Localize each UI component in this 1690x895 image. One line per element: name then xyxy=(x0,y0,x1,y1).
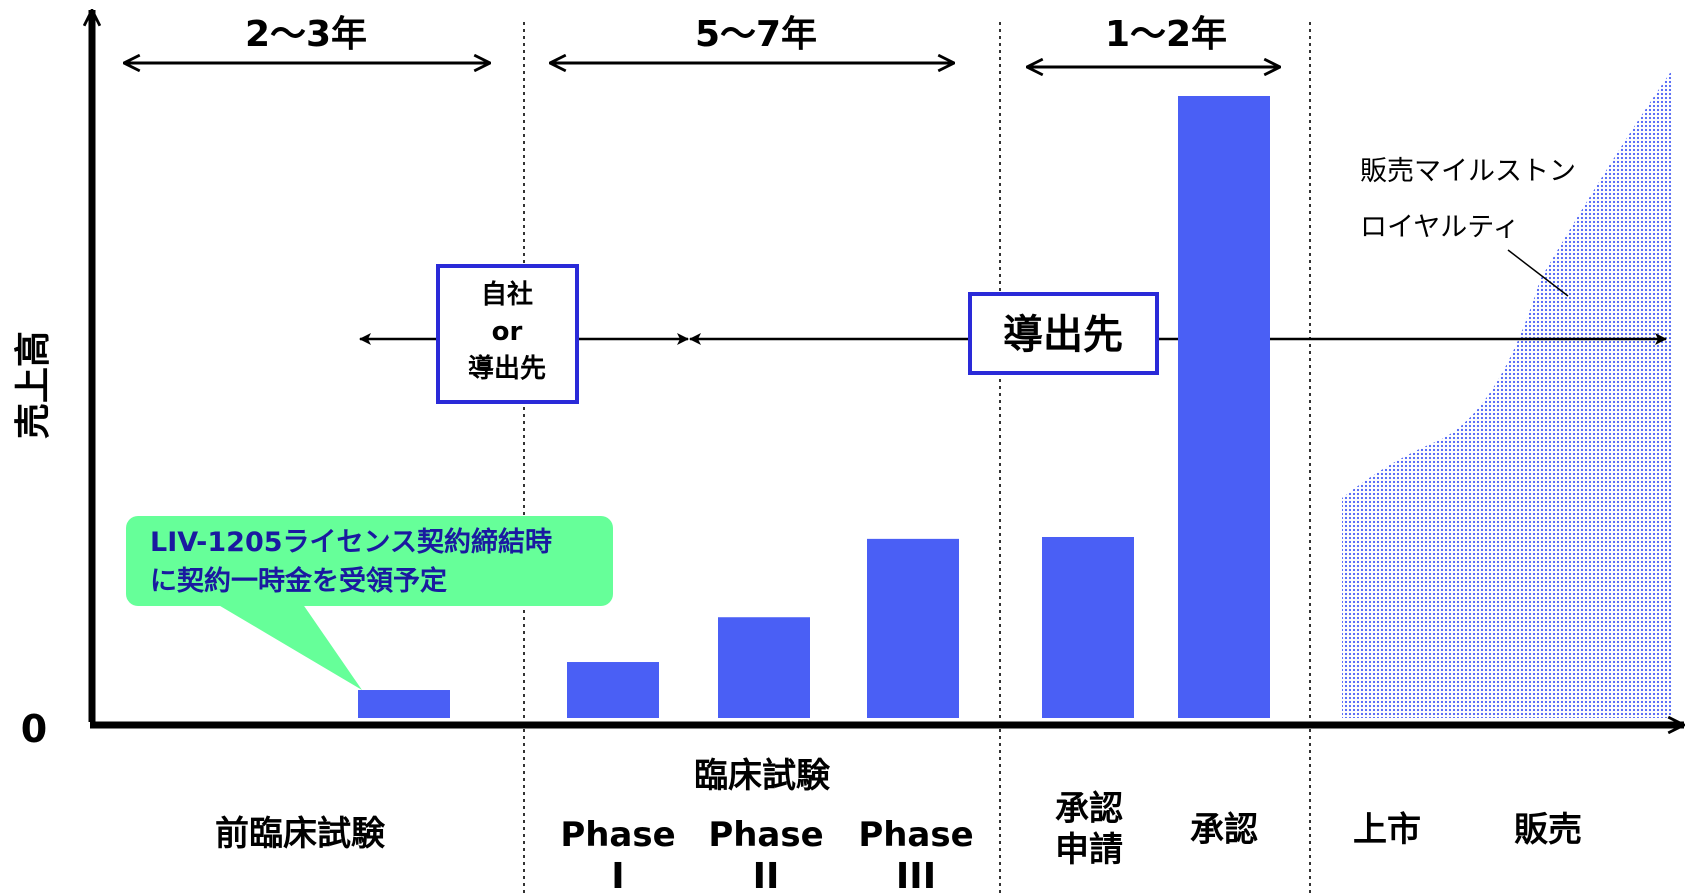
bar-phase3 xyxy=(867,538,959,718)
bar-phase2 xyxy=(718,617,810,718)
sales-area xyxy=(1342,70,1672,718)
y-axis-label: 売上高 xyxy=(13,331,54,439)
duration-label-clinical: 5〜7年 xyxy=(695,14,817,55)
approval-label: 承認 xyxy=(1190,810,1258,850)
filing-label-line1: 承認 xyxy=(1055,789,1123,829)
sales-label: 販売 xyxy=(1514,810,1582,850)
callout-line-1: LIV-1205ライセンス契約締結時 xyxy=(150,526,552,558)
phase3-numeral: III xyxy=(896,856,936,895)
box-line-self: 自社 xyxy=(481,279,533,310)
phase3-name: Phase xyxy=(858,815,973,855)
clinical-label: 臨床試験 xyxy=(694,756,831,796)
royalty-pointer-line xyxy=(1507,249,1569,297)
duration-label-approval: 1〜2年 xyxy=(1105,14,1227,55)
launch-label: 上市 xyxy=(1353,810,1421,850)
box-line-licensee: 導出先 xyxy=(468,353,546,384)
callout-line-2: に契約一時金を受領予定 xyxy=(150,565,447,597)
box-line-or: or xyxy=(492,317,523,347)
bar-approval xyxy=(1178,96,1270,718)
bar-preclinical xyxy=(358,690,450,718)
self-or-licensee-box xyxy=(436,264,579,404)
callout-pointer xyxy=(210,600,362,690)
phase1-numeral: I xyxy=(611,856,624,895)
duration-label-preclinical: 2〜3年 xyxy=(245,14,367,55)
royalty-annotation: ロイヤルティ xyxy=(1360,212,1520,243)
bar-filing xyxy=(1042,536,1134,718)
preclinical-label: 前臨床試験 xyxy=(215,814,386,854)
zero-label: 0 xyxy=(21,707,47,751)
bar-phase1 xyxy=(567,662,659,718)
callout-box xyxy=(126,516,613,606)
phase2-name: Phase xyxy=(708,815,823,855)
revenue-bars xyxy=(358,96,1270,718)
filing-label-line2: 申請 xyxy=(1055,830,1123,870)
licensee-box xyxy=(968,292,1159,375)
licensee-box-label: 導出先 xyxy=(1003,312,1123,358)
phase1-name: Phase xyxy=(560,815,675,855)
milestone-annotation: 販売マイルストン xyxy=(1360,156,1576,187)
phase2-numeral: II xyxy=(753,856,780,895)
